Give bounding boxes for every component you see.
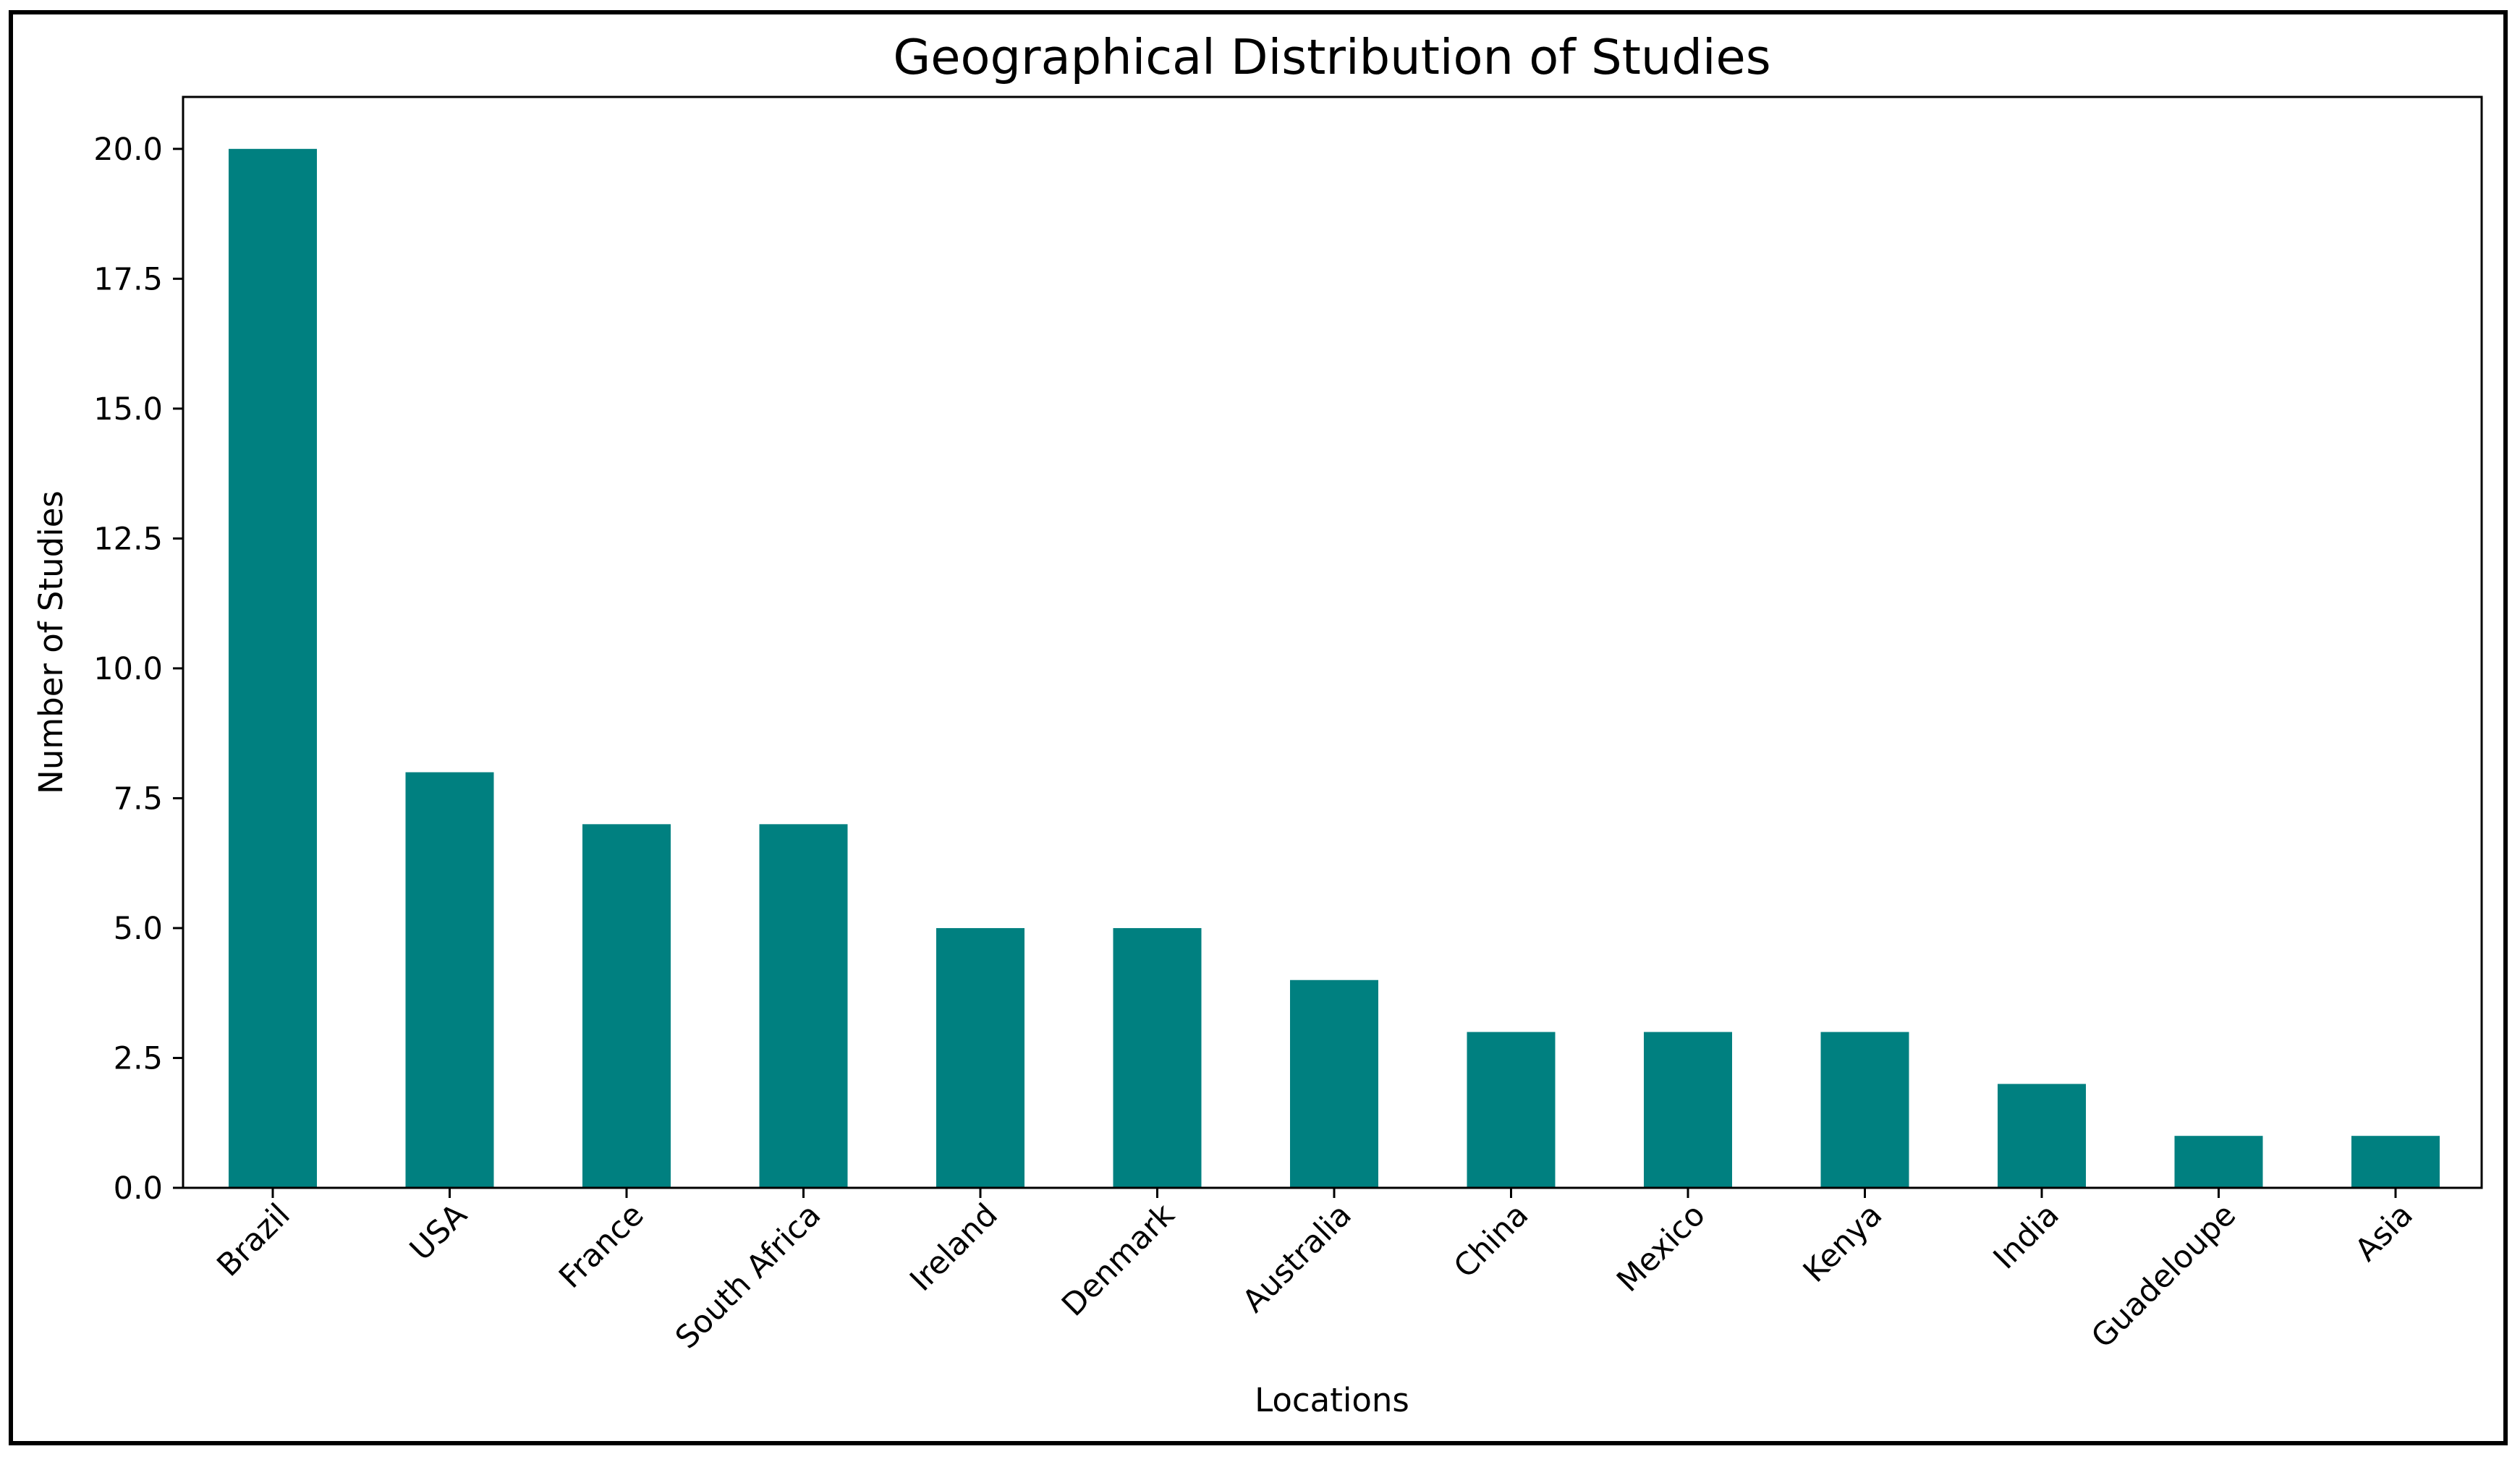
y-axis-label: Number of Studies [32,490,70,794]
bar-kenya [1820,1032,1909,1188]
x-tick-label-ireland: Ireland [903,1197,1005,1299]
bar-china [1467,1032,1556,1188]
x-tick-label-australia: Australia [1236,1197,1359,1319]
bar-australia [1290,979,1378,1188]
x-tick-label-south-africa: South Africa [669,1197,828,1356]
y-tick-label: 10.0 [93,651,163,687]
y-tick-label: 17.5 [93,261,163,297]
x-tick-label-india: India [1987,1197,2066,1276]
x-tick-label-asia: Asia [2349,1197,2420,1268]
bar-south-africa [759,824,848,1188]
chart-frame [9,10,2508,1445]
y-tick-label: 20.0 [93,132,163,168]
bar-guadeloupe [2174,1136,2263,1188]
y-tick-label: 0.0 [114,1170,163,1207]
x-tick-label-kenya: Kenya [1796,1197,1889,1289]
x-tick-label-mexico: Mexico [1610,1197,1713,1299]
bar-brazil [229,148,317,1188]
bar-asia [2351,1136,2440,1188]
plot-area [182,95,2483,1189]
x-tick-label-guadeloupe: Guadeloupe [2084,1197,2243,1355]
bar-ireland [936,927,1024,1188]
y-tick-label: 7.5 [114,781,163,817]
y-tick-label: 15.0 [93,391,163,428]
x-tick-label-denmark: Denmark [1055,1197,1181,1323]
chart-title: Geographical Distribution of Studies [893,29,1770,85]
y-tick-label: 5.0 [114,911,163,947]
bar-france [582,824,671,1188]
bar-usa [405,772,494,1188]
bar-mexico [1644,1032,1732,1188]
bar-denmark [1113,927,1202,1188]
bar-india [1998,1084,2086,1188]
y-tick-label: 2.5 [114,1040,163,1076]
x-tick-label-usa: USA [403,1197,475,1268]
x-tick-label-brazil: Brazil [211,1197,297,1283]
x-axis-label: Locations [1255,1381,1409,1419]
x-tick-label-france: France [552,1197,650,1295]
x-tick-label-china: China [1447,1197,1535,1285]
y-tick-label: 12.5 [93,521,163,557]
